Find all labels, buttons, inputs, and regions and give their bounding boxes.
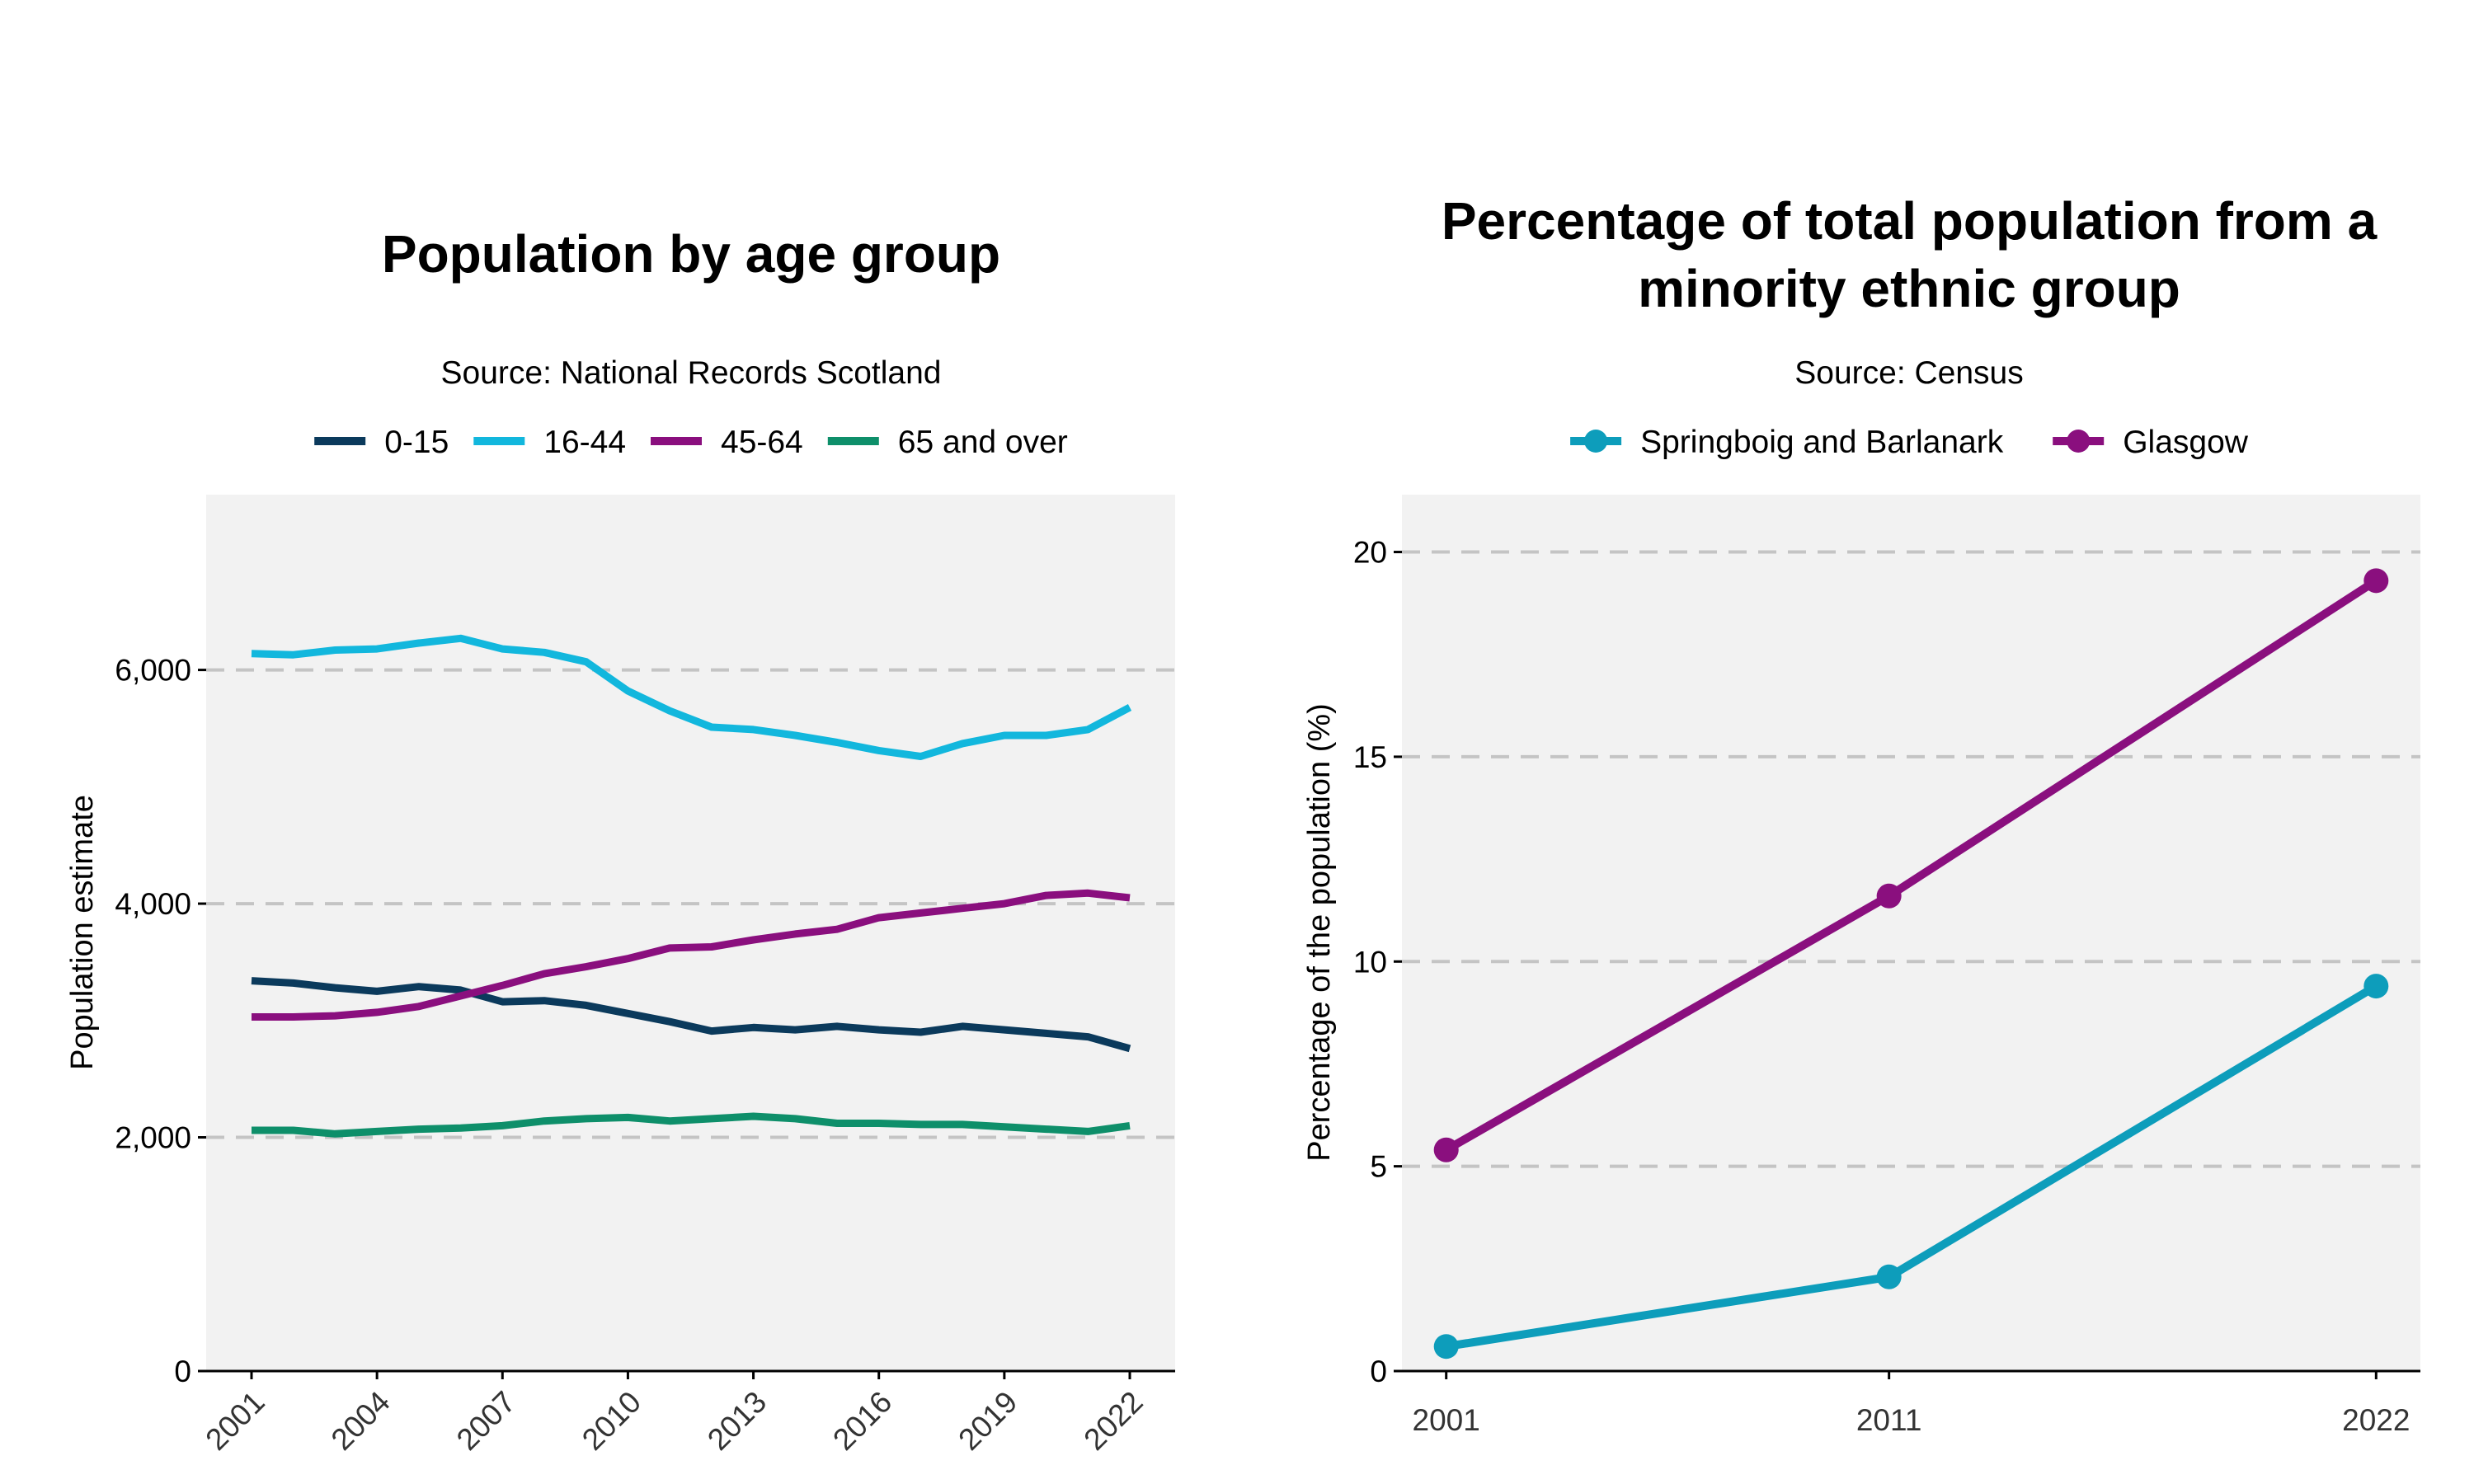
data-point-springboig-and-barlanark-2022 [2363,974,2389,999]
age-group-chart: Population by age group Source: National… [65,224,1175,1457]
x-tick-label: 2010 [576,1385,647,1457]
data-point-glasgow-2022 [2363,568,2389,594]
data-point-springboig-and-barlanark-2001 [1433,1334,1459,1360]
chart-subtitle: Source: Census [1794,355,2023,391]
legend-item-16-44: 16-44 [473,425,626,460]
y-tick-label: 6,000 [115,654,191,688]
series-line-65-and-over [252,1112,1131,1138]
legend-item-0-15: 0-15 [314,425,449,460]
legend: Springboig and Barlanark Glasgow [1570,425,2249,460]
plot-panel [1402,495,2420,1371]
x-axis: 2001 2004 2007 2010 2013 2016 2019 2022 [199,1371,1150,1457]
x-tick-label: 2016 [826,1385,898,1457]
legend-label: 0-15 [384,425,449,460]
x-tick-label: 2004 [325,1385,397,1457]
x-tick-label: 2011 [1856,1403,1922,1437]
legend-label: Glasgow [2123,425,2249,460]
series-lines [1433,568,2389,1360]
legend-marker [2067,430,2091,453]
chart-subtitle: Source: National Records Scotland [441,355,942,391]
x-tick-label: 2019 [952,1385,1023,1457]
x-tick-label: 2022 [1077,1385,1149,1457]
legend-item-springboig-and-barlanark: Springboig and Barlanark [1570,425,2004,460]
legend-item-glasgow: Glasgow [2053,425,2249,460]
y-tick-label: 15 [1353,740,1387,774]
legend-label: Springboig and Barlanark [1640,425,2004,460]
legend-label: 45-64 [721,425,803,460]
x-tick-label: 2013 [701,1385,773,1457]
series-line-0-15 [251,977,1131,1053]
y-tick-label: 5 [1370,1150,1387,1184]
series-line-45-64 [252,889,1131,1021]
legend-label: 65 and over [898,425,1068,460]
chart-title: Population by age group [382,224,1000,284]
chart-title-line-1: Percentage of total population from a [1442,191,2378,251]
x-tick-label: 2022 [2342,1403,2410,1437]
y-axis-label: Percentage of the population (%) [1302,703,1337,1162]
gridlines [1402,550,2420,1168]
plot-panel [206,495,1175,1371]
x-tick-label: 2001 [1413,1403,1480,1437]
y-tick-label: 10 [1353,945,1387,979]
data-point-springboig-and-barlanark-2011 [1876,1264,1902,1289]
y-axis: 0 5 10 15 20 [1353,536,1402,1388]
y-tick-label: 4,000 [115,887,191,921]
legend-marker [1584,430,1608,453]
y-tick-label: 0 [174,1355,191,1388]
chart-title-line-2: minority ethnic group [1638,259,2180,318]
y-tick-label: 0 [1370,1355,1387,1388]
x-tick-label: 2007 [450,1385,522,1457]
y-axis-label: Population estimate [65,795,100,1070]
series-lines [251,634,1132,1138]
y-tick-label: 20 [1353,536,1387,570]
data-point-glasgow-2001 [1433,1137,1459,1162]
x-axis: 2001 2011 2022 [1413,1371,2410,1437]
legend-item-45-64: 45-64 [651,425,803,460]
data-point-glasgow-2011 [1876,883,1902,909]
legend-item-65-and-over: 65 and over [827,425,1068,460]
y-tick-label: 2,000 [115,1121,191,1155]
y-axis: 0 2,000 4,000 6,000 [115,654,206,1388]
ethnic-group-chart: Percentage of total population from a mi… [1302,191,2420,1437]
series-line-16-44 [251,634,1132,760]
legend: 0-15 16-44 45-64 65 and over [314,425,1068,460]
legend-label: 16-44 [543,425,626,460]
x-tick-label: 2001 [199,1385,270,1457]
